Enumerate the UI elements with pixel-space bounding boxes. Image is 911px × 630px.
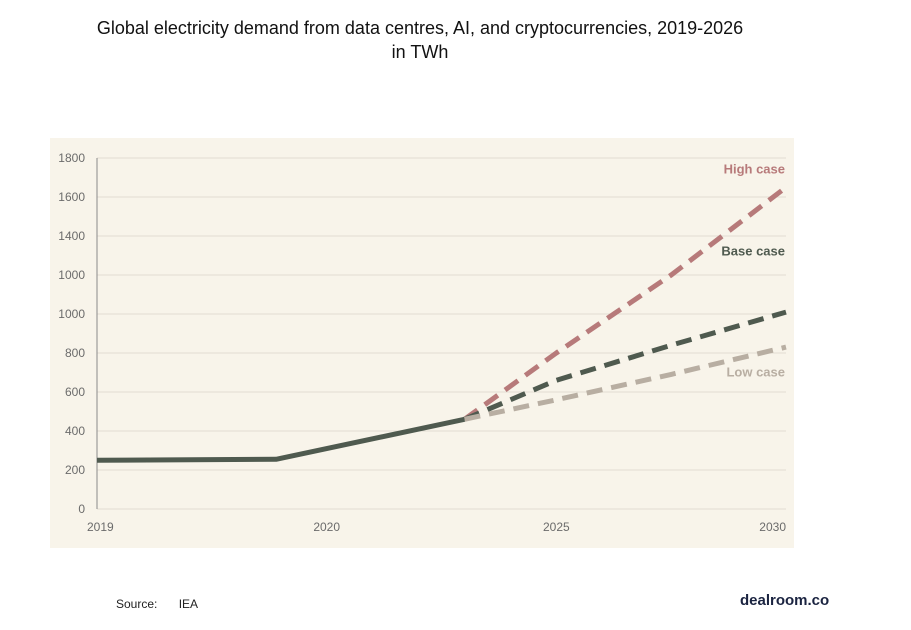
y-tick-label: 1400 <box>58 229 85 243</box>
annotation-low-case: Low case <box>726 364 785 379</box>
series-line-low-case <box>463 344 787 422</box>
y-tick-label: 400 <box>65 424 85 438</box>
series-line-historical <box>96 416 466 463</box>
y-tick-label: 0 <box>78 502 85 516</box>
series-line-base-case <box>463 309 787 422</box>
x-tick-label: 2020 <box>313 520 340 534</box>
source-label: Source: <box>116 597 158 611</box>
line-chart: 0 200 400 600 800 1000 1000 1400 1600 1800 2019 202… <box>58 151 788 534</box>
y-tick-label: 1000 <box>58 307 85 321</box>
x-tick-label: 2030 <box>759 520 786 534</box>
y-tick-label: 1600 <box>58 190 85 204</box>
source-note: Source: IEA <box>116 597 198 611</box>
series-line-high-case <box>463 185 788 422</box>
chart-title: Global electricity demand from data cent… <box>96 18 744 38</box>
x-tick-label: 2019 <box>87 520 114 534</box>
source-value: IEA <box>178 597 199 611</box>
x-tick-label: 2025 <box>543 520 570 534</box>
y-tick-label: 1000 <box>58 268 85 282</box>
brand-logo: dealroom.co <box>740 592 830 609</box>
y-tick-label: 1800 <box>58 151 85 165</box>
annotation-base-case: Base case <box>721 244 785 259</box>
chart-panel: 0 200 400 600 800 1000 1000 1400 1600 1800 2019 202… <box>50 138 794 548</box>
y-tick-label: 800 <box>65 346 85 360</box>
y-tick-label: 200 <box>65 463 85 477</box>
annotation-high-case: High case <box>724 162 785 177</box>
chart-title-block: Global electricity demand from data cent… <box>0 16 840 64</box>
chart-subtitle: in TWh <box>391 42 449 62</box>
y-tick-label: 600 <box>65 385 85 399</box>
